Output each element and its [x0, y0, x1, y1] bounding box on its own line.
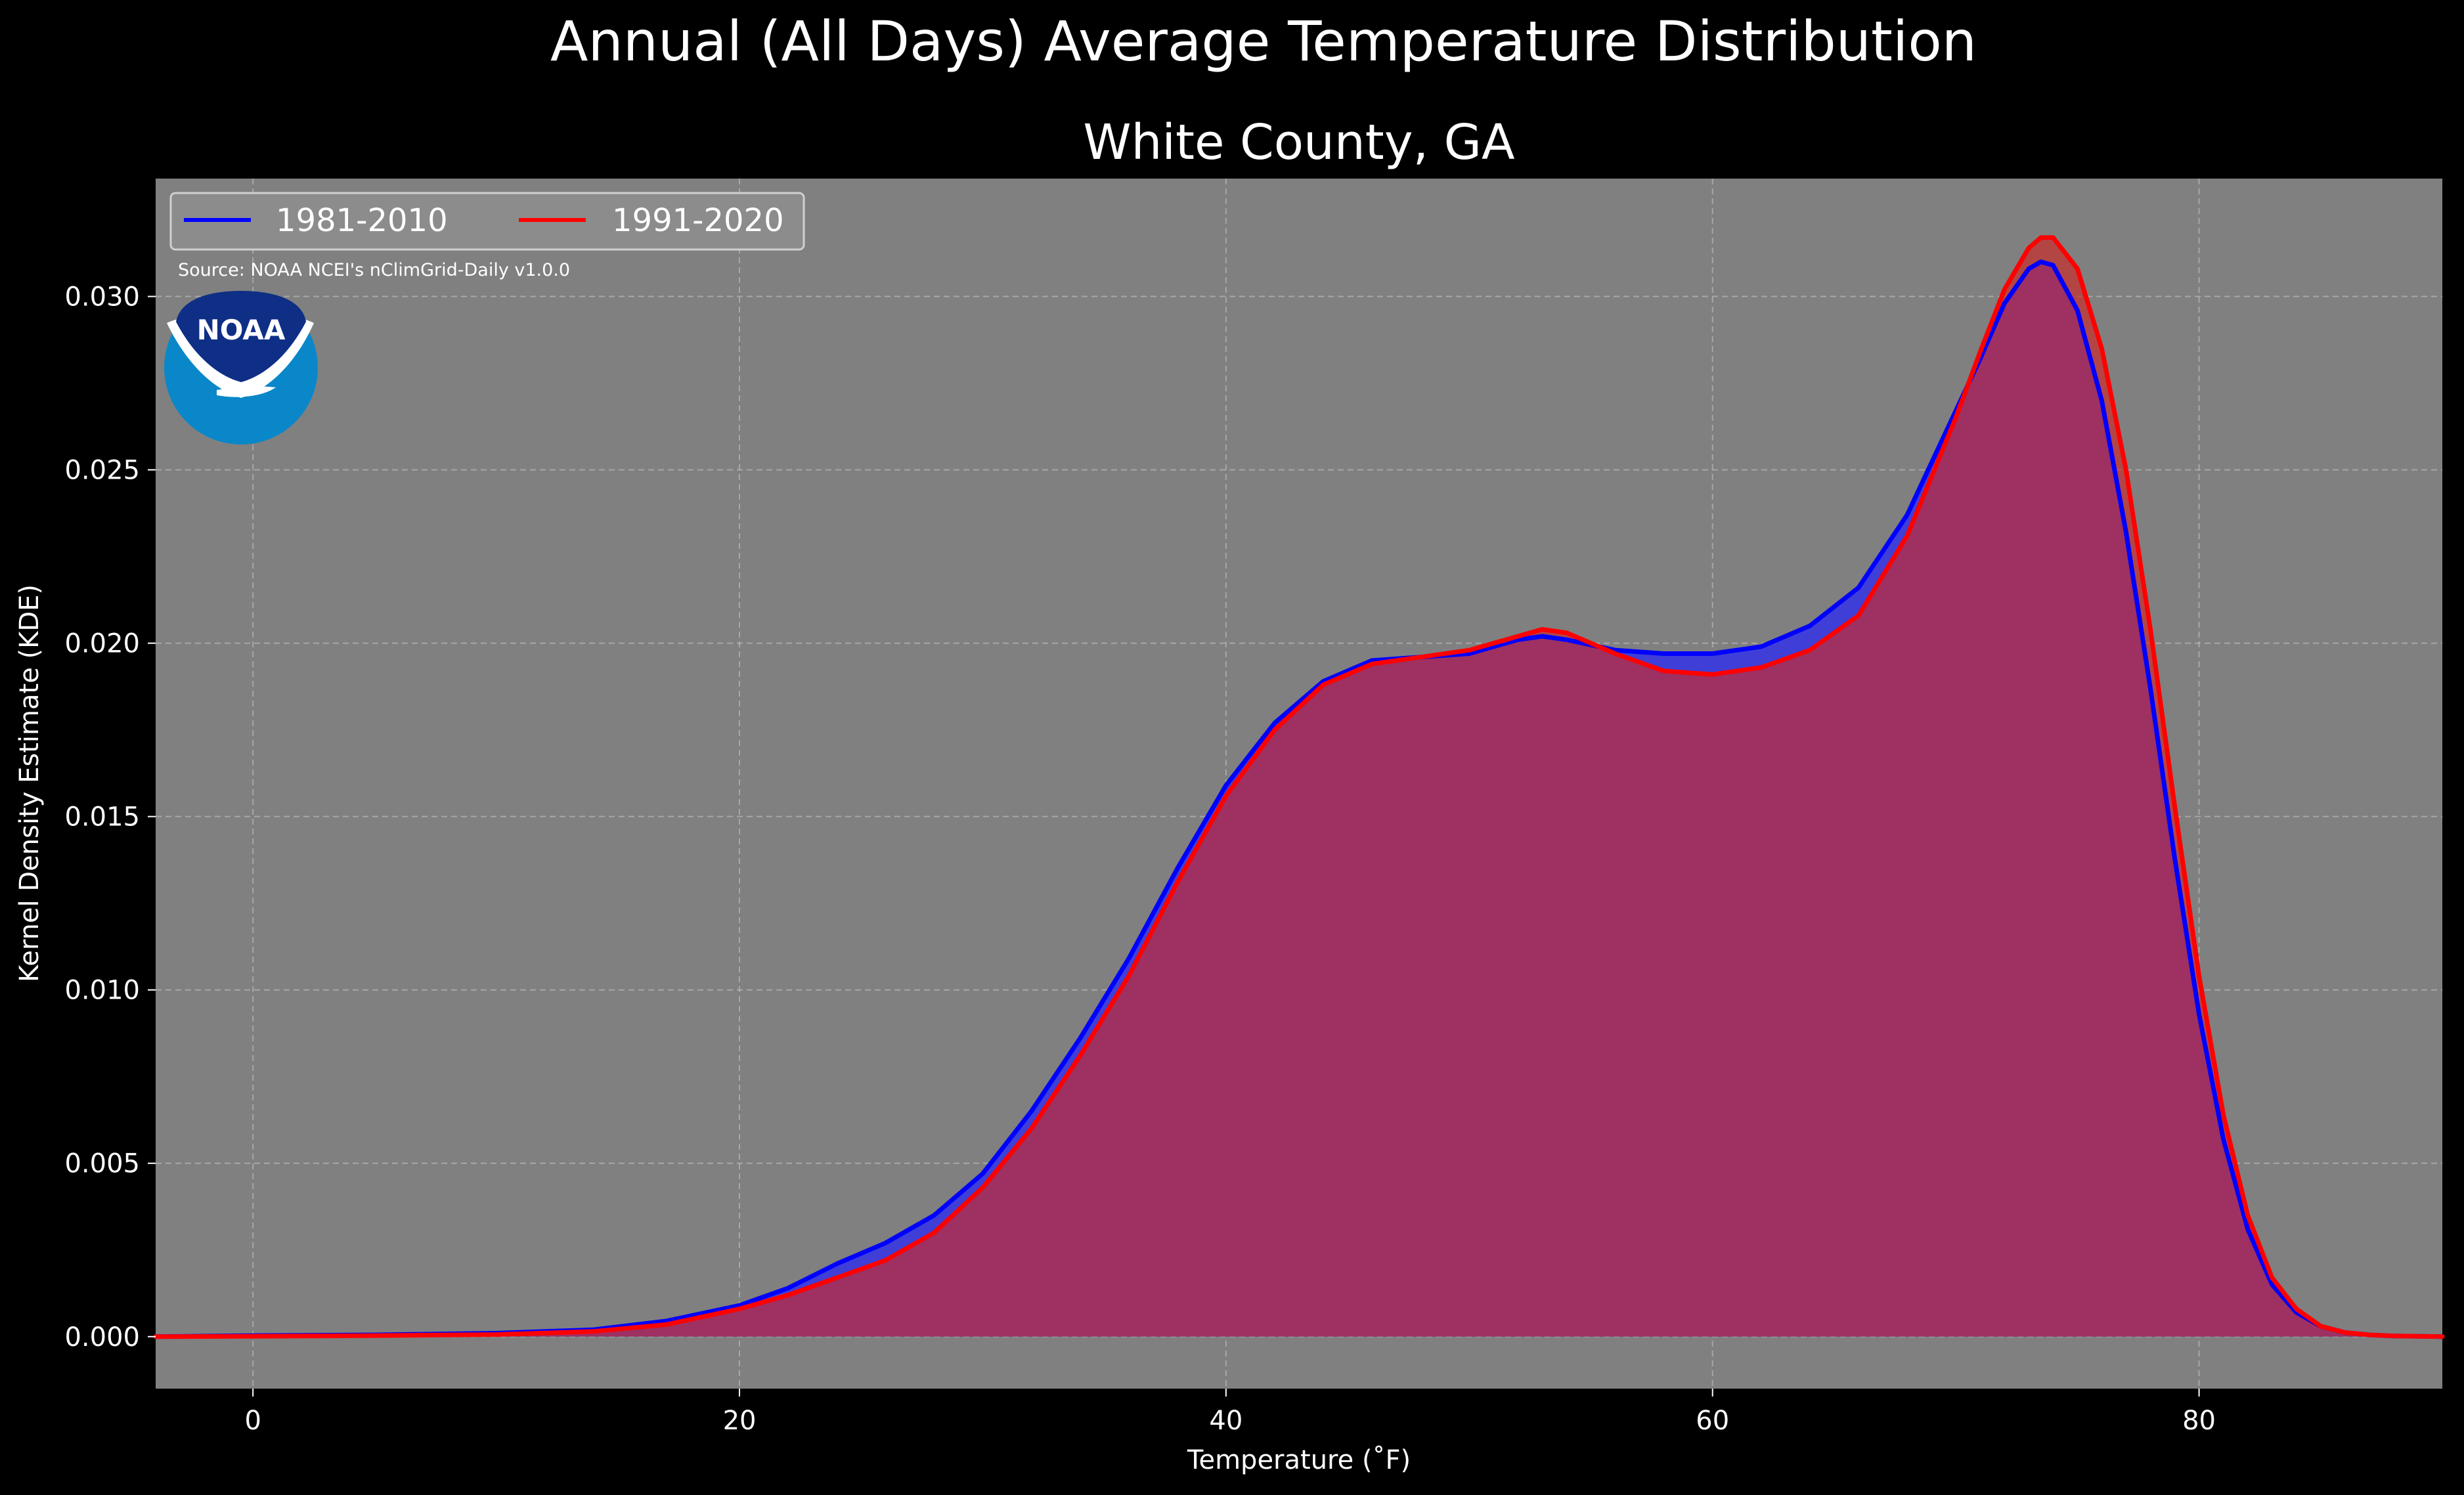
series-layer: [153, 235, 2445, 1339]
noaa-logo: NOAA: [164, 291, 318, 444]
noaa-logo-wing-icon: [217, 386, 276, 397]
y-tick-label: 0.030: [64, 282, 140, 313]
y-axis-label: Kernel Density Estimate (KDE): [14, 584, 45, 982]
y-tick-label: 0.010: [64, 976, 140, 1006]
x-tick-label: 40: [1209, 1406, 1243, 1436]
y-tick-label: 0.000: [64, 1322, 140, 1353]
x-tick-label: 0: [244, 1406, 261, 1436]
legend-label-1981-2010: 1981-2010: [276, 202, 448, 239]
x-tick-label: 60: [1696, 1406, 1729, 1436]
series-line-1991-2020: [153, 235, 2445, 1339]
y-tick-label: 0.020: [64, 629, 140, 659]
x-tick-label: 80: [2182, 1406, 2216, 1436]
axes: 0 20 40 60 80 0.000 0.005 0.010 0.015 0.020 0.025 0…: [64, 282, 2216, 1436]
chart-title: White County, GA: [1083, 114, 1515, 171]
noaa-logo-text: NOAA: [197, 314, 286, 346]
area-fill-1991-2020: [156, 237, 2442, 1337]
y-tick-label: 0.005: [64, 1149, 140, 1179]
noaa-logo-sky: [176, 291, 306, 382]
legend: 1981-2010 1991-2020: [169, 192, 805, 251]
y-tick-label: 0.015: [64, 802, 140, 833]
x-axis-label: Temperature (˚F): [1187, 1445, 1411, 1475]
y-tick-label: 0.025: [64, 456, 140, 486]
source-note: Source: NOAA NCEI's nClimGrid-Daily v1.0…: [178, 260, 570, 280]
legend-label-1991-2020: 1991-2020: [612, 202, 784, 239]
legend-box: [169, 192, 805, 251]
series-line-1981-2010: [153, 259, 2445, 1339]
figure-title: Annual (All Days) Average Temperature Di…: [550, 9, 1977, 74]
x-tick-label: 20: [723, 1406, 757, 1436]
